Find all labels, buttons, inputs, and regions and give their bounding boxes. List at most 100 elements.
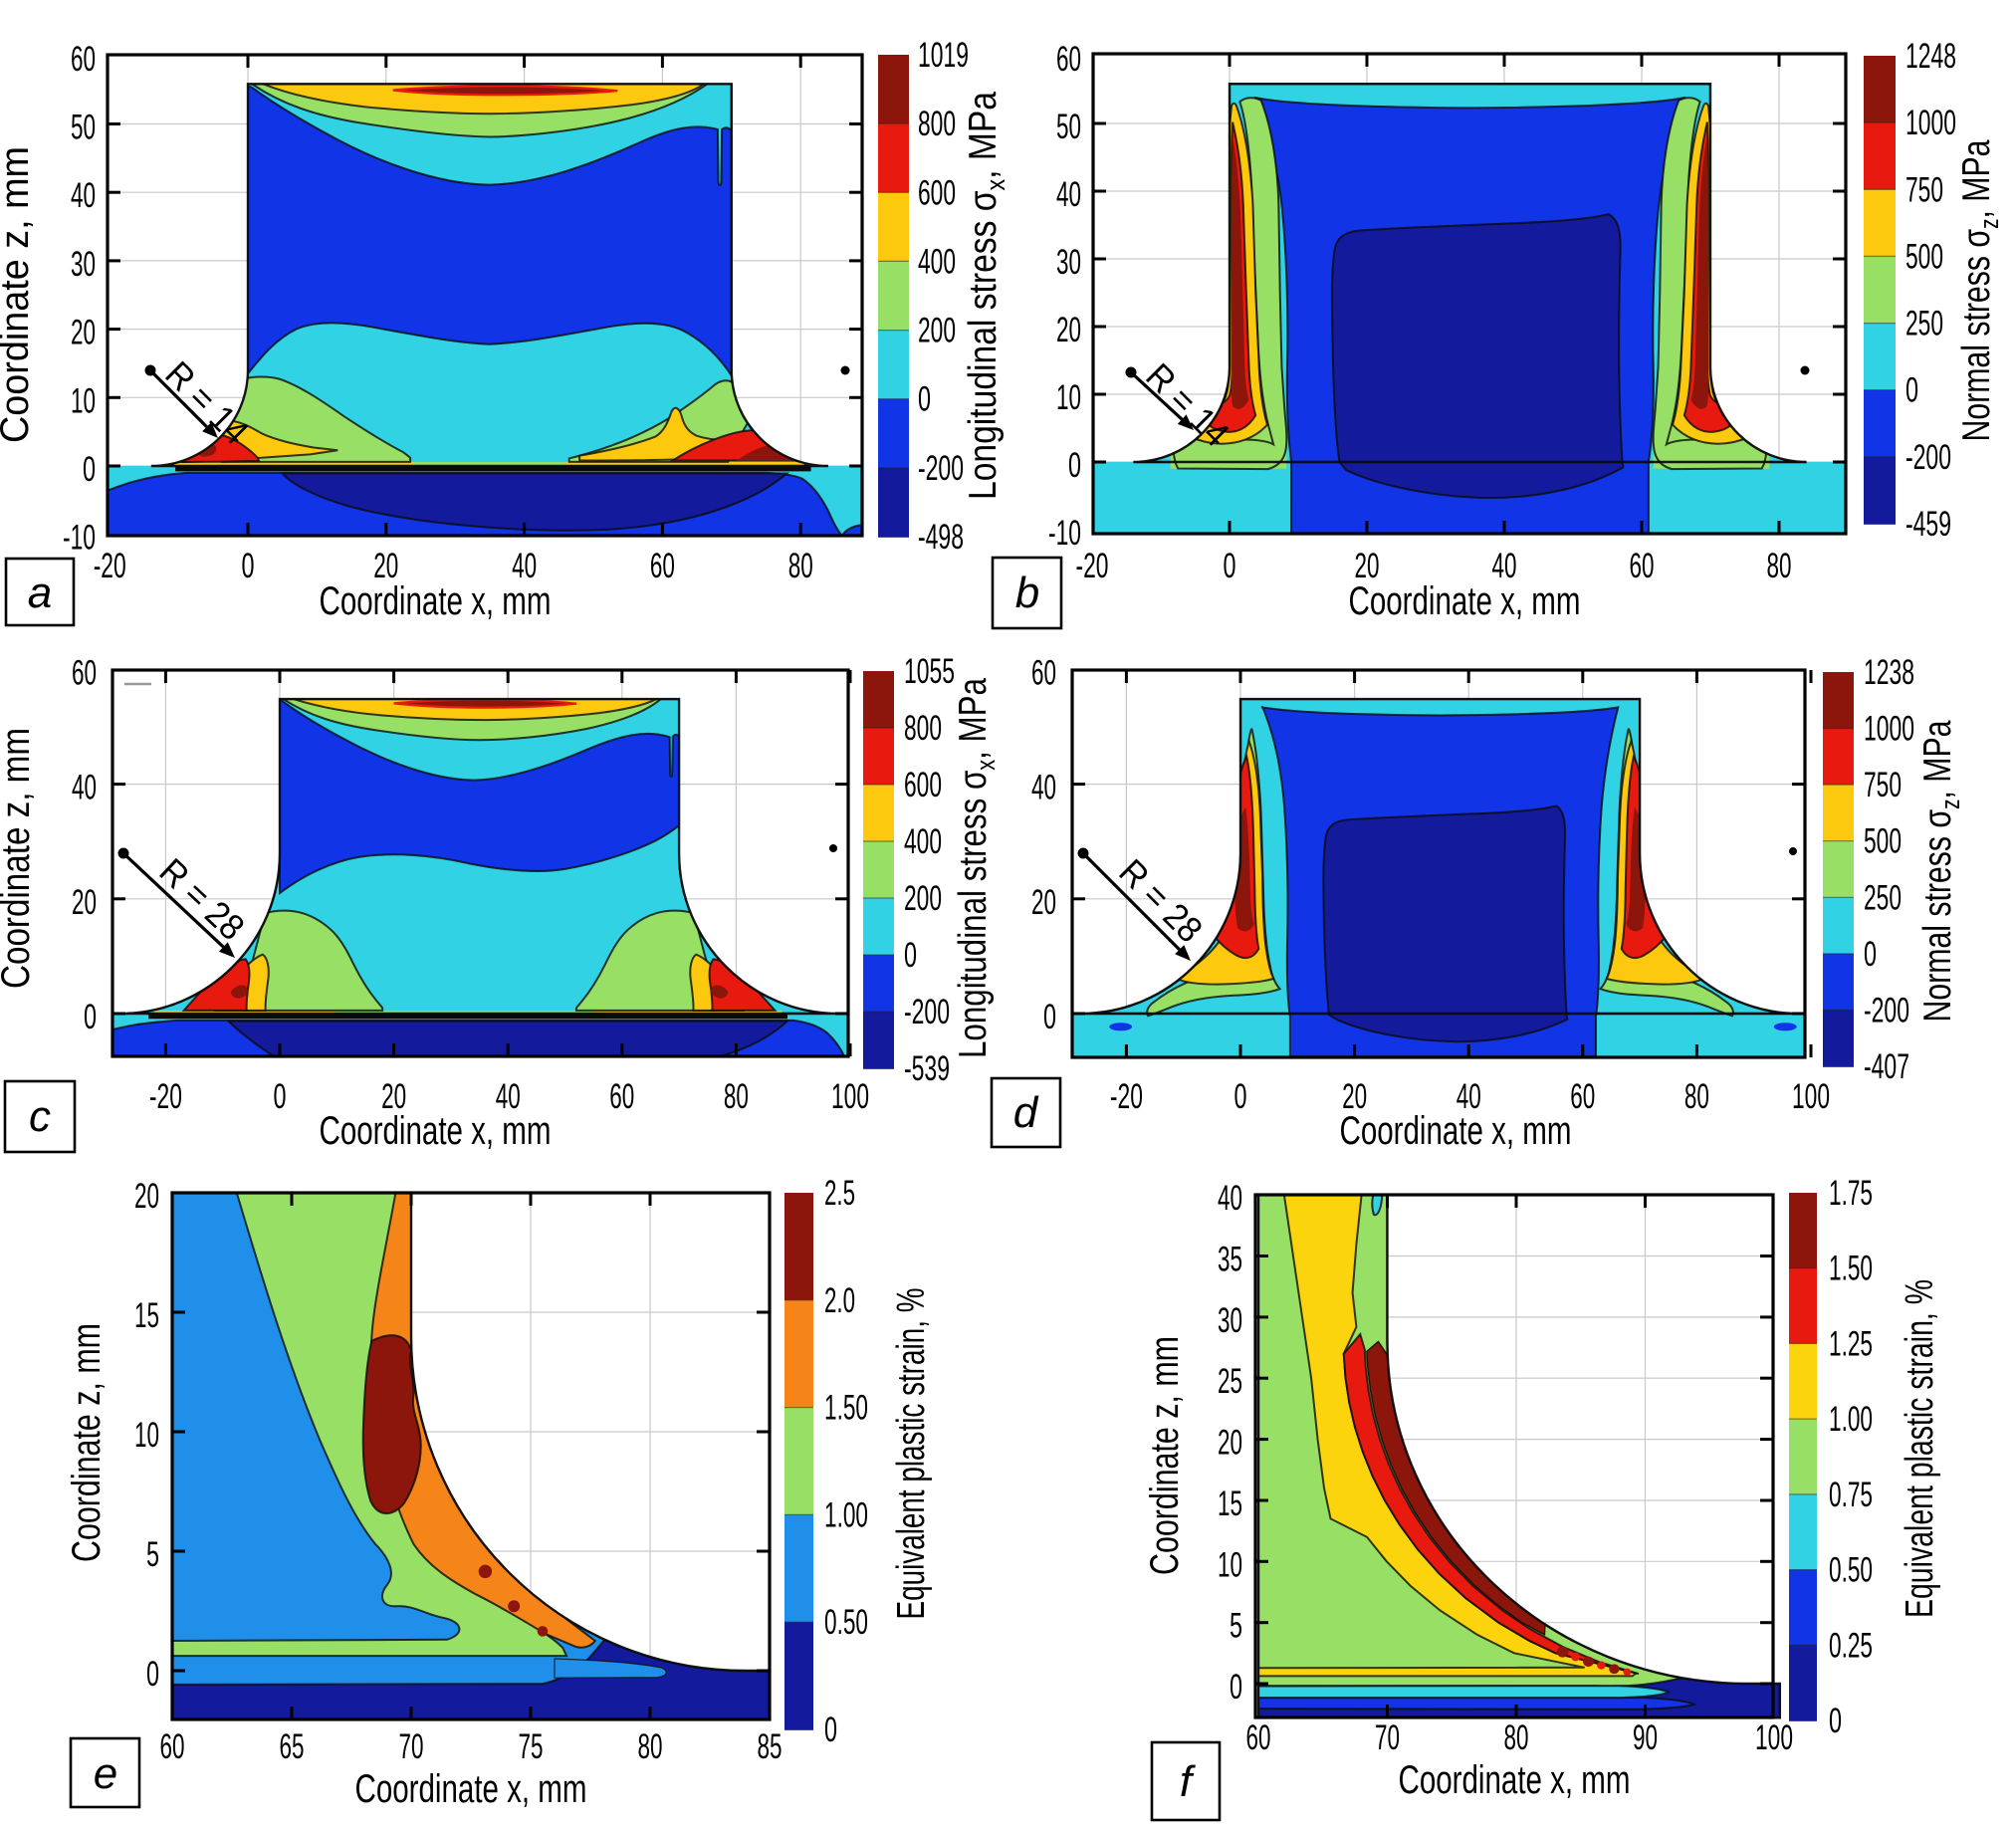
svg-text:1.25: 1.25 bbox=[1829, 1324, 1873, 1363]
svg-text:40: 40 bbox=[496, 1077, 521, 1116]
svg-text:100: 100 bbox=[1792, 1077, 1830, 1116]
svg-text:0: 0 bbox=[242, 547, 255, 585]
svg-text:90: 90 bbox=[1633, 1718, 1658, 1757]
svg-text:0.75: 0.75 bbox=[1829, 1476, 1873, 1514]
svg-text:20: 20 bbox=[134, 1177, 159, 1216]
svg-text:e: e bbox=[94, 1749, 117, 1798]
svg-text:500: 500 bbox=[1905, 237, 1943, 276]
svg-text:-200: -200 bbox=[918, 449, 964, 488]
svg-text:40: 40 bbox=[72, 769, 97, 807]
svg-text:0.25: 0.25 bbox=[1829, 1626, 1873, 1665]
svg-text:0: 0 bbox=[274, 1077, 287, 1116]
svg-text:1.75: 1.75 bbox=[1829, 1174, 1873, 1213]
svg-text:20: 20 bbox=[71, 314, 96, 352]
svg-text:0: 0 bbox=[1224, 547, 1236, 585]
svg-text:30: 30 bbox=[71, 245, 96, 284]
svg-text:-10: -10 bbox=[63, 519, 96, 558]
svg-text:250: 250 bbox=[1864, 878, 1902, 917]
svg-text:-200: -200 bbox=[904, 993, 950, 1031]
svg-text:800: 800 bbox=[904, 709, 942, 748]
svg-text:Longitudinal stress σx, MPa: Longitudinal stress σx, MPa bbox=[952, 678, 1001, 1058]
svg-text:40: 40 bbox=[1031, 769, 1056, 807]
svg-text:75: 75 bbox=[519, 1727, 544, 1766]
svg-text:0: 0 bbox=[1234, 1077, 1247, 1116]
svg-text:2.5: 2.5 bbox=[824, 1174, 855, 1213]
svg-text:1.50: 1.50 bbox=[824, 1389, 868, 1428]
svg-text:-539: -539 bbox=[904, 1049, 950, 1088]
svg-text:0: 0 bbox=[1864, 935, 1877, 974]
svg-text:60: 60 bbox=[1570, 1077, 1595, 1116]
svg-text:600: 600 bbox=[918, 173, 956, 212]
svg-text:200: 200 bbox=[918, 312, 956, 350]
svg-text:1238: 1238 bbox=[1864, 653, 1914, 692]
svg-text:600: 600 bbox=[904, 766, 942, 804]
svg-text:10: 10 bbox=[1056, 378, 1081, 417]
svg-text:85: 85 bbox=[758, 1727, 783, 1766]
svg-text:40: 40 bbox=[71, 176, 96, 215]
svg-text:a: a bbox=[28, 569, 52, 617]
svg-text:15: 15 bbox=[134, 1296, 159, 1335]
svg-text:60: 60 bbox=[650, 547, 675, 585]
svg-text:65: 65 bbox=[280, 1727, 305, 1766]
svg-text:80: 80 bbox=[788, 547, 813, 585]
svg-text:1.00: 1.00 bbox=[1829, 1400, 1873, 1439]
svg-text:20: 20 bbox=[381, 1077, 406, 1116]
svg-text:Coordinate x, mm: Coordinate x, mm bbox=[1349, 579, 1581, 623]
svg-text:60: 60 bbox=[72, 653, 97, 692]
svg-text:750: 750 bbox=[1864, 766, 1902, 804]
svg-text:60: 60 bbox=[71, 40, 96, 79]
svg-text:400: 400 bbox=[904, 822, 942, 861]
svg-text:Normal stress σz, MPa: Normal stress σz, MPa bbox=[1916, 720, 1965, 1022]
svg-text:0.50: 0.50 bbox=[824, 1603, 868, 1642]
svg-text:30: 30 bbox=[1218, 1301, 1242, 1340]
svg-text:Equivalent plastic strain, %: Equivalent plastic strain, % bbox=[1899, 1279, 1941, 1618]
svg-text:0: 0 bbox=[146, 1655, 159, 1694]
svg-text:d: d bbox=[1013, 1088, 1039, 1137]
svg-text:0: 0 bbox=[904, 936, 917, 975]
svg-text:60: 60 bbox=[1031, 653, 1056, 692]
svg-text:0: 0 bbox=[1829, 1702, 1842, 1740]
svg-text:40: 40 bbox=[1056, 175, 1081, 214]
svg-text:Coordinate x, mm: Coordinate x, mm bbox=[1340, 1109, 1572, 1153]
svg-text:10: 10 bbox=[71, 381, 96, 420]
svg-text:80: 80 bbox=[1684, 1077, 1709, 1116]
svg-text:40: 40 bbox=[1218, 1179, 1242, 1218]
svg-text:b: b bbox=[1015, 569, 1039, 617]
svg-text:c: c bbox=[29, 1092, 51, 1141]
svg-text:-20: -20 bbox=[1110, 1077, 1143, 1116]
svg-text:Longitudinal stress σx, MPa: Longitudinal stress σx, MPa bbox=[962, 92, 1010, 500]
svg-text:Coordinate x, mm: Coordinate x, mm bbox=[1399, 1758, 1631, 1802]
svg-text:0: 0 bbox=[83, 450, 96, 489]
svg-text:25: 25 bbox=[1218, 1362, 1242, 1401]
svg-text:60: 60 bbox=[1246, 1718, 1271, 1757]
svg-text:Coordinate z, mm: Coordinate z, mm bbox=[65, 1323, 109, 1562]
svg-text:35: 35 bbox=[1218, 1241, 1242, 1279]
svg-text:100: 100 bbox=[1755, 1718, 1793, 1757]
svg-text:Coordinate x, mm: Coordinate x, mm bbox=[355, 1767, 587, 1811]
svg-text:50: 50 bbox=[1056, 108, 1081, 146]
svg-text:70: 70 bbox=[1375, 1718, 1400, 1757]
svg-text:Normal stress σz, MPa: Normal stress σz, MPa bbox=[1955, 139, 2004, 441]
svg-text:20: 20 bbox=[1218, 1424, 1242, 1463]
svg-text:-20: -20 bbox=[94, 547, 126, 585]
svg-text:1248: 1248 bbox=[1905, 37, 1956, 76]
svg-text:60: 60 bbox=[1056, 40, 1081, 79]
svg-text:1.00: 1.00 bbox=[824, 1495, 868, 1534]
svg-text:2.0: 2.0 bbox=[824, 1281, 855, 1320]
svg-text:-10: -10 bbox=[1048, 514, 1081, 553]
svg-text:800: 800 bbox=[918, 105, 956, 143]
svg-text:0: 0 bbox=[1230, 1668, 1242, 1707]
svg-text:Coordinate z, mm: Coordinate z, mm bbox=[1143, 1336, 1187, 1575]
svg-text:20: 20 bbox=[1056, 311, 1081, 349]
svg-text:20: 20 bbox=[72, 883, 97, 922]
svg-text:Coordinate z, mm: Coordinate z, mm bbox=[0, 728, 38, 989]
svg-text:-20: -20 bbox=[1076, 547, 1109, 585]
svg-text:10: 10 bbox=[134, 1416, 159, 1455]
svg-text:0.50: 0.50 bbox=[1829, 1551, 1873, 1590]
svg-text:0: 0 bbox=[1905, 371, 1918, 410]
svg-text:40: 40 bbox=[1492, 547, 1517, 585]
svg-text:0: 0 bbox=[1068, 446, 1081, 485]
svg-text:250: 250 bbox=[1905, 305, 1943, 343]
svg-text:-459: -459 bbox=[1905, 505, 1951, 544]
svg-text:5: 5 bbox=[146, 1535, 159, 1574]
